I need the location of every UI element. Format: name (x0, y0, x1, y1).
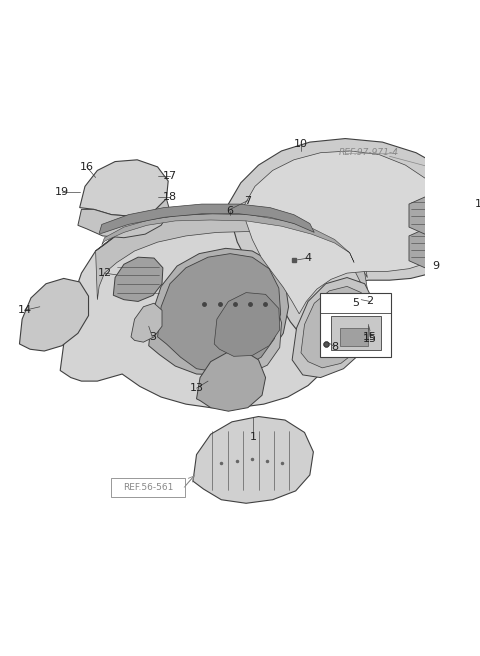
Polygon shape (131, 303, 162, 342)
FancyBboxPatch shape (331, 316, 381, 350)
Polygon shape (292, 277, 373, 378)
Polygon shape (60, 213, 365, 407)
Polygon shape (20, 278, 88, 351)
Polygon shape (214, 293, 280, 356)
Text: 2: 2 (366, 297, 373, 306)
Text: 11: 11 (475, 199, 480, 209)
Text: 13: 13 (190, 383, 204, 393)
Text: 17: 17 (163, 171, 177, 181)
Polygon shape (301, 287, 368, 368)
Text: 10: 10 (294, 139, 308, 149)
Polygon shape (409, 197, 446, 234)
Polygon shape (157, 254, 281, 372)
Polygon shape (457, 149, 480, 229)
Text: 19: 19 (55, 187, 69, 197)
FancyBboxPatch shape (321, 293, 391, 358)
Text: 16: 16 (80, 162, 94, 172)
Polygon shape (228, 138, 478, 335)
Text: 8: 8 (331, 342, 338, 352)
Text: 5: 5 (352, 298, 360, 308)
Polygon shape (193, 417, 313, 503)
Polygon shape (102, 214, 354, 262)
Text: 3: 3 (149, 332, 156, 342)
Polygon shape (113, 257, 163, 302)
Polygon shape (243, 151, 452, 314)
Polygon shape (149, 249, 288, 375)
Text: 15: 15 (363, 334, 377, 344)
Polygon shape (99, 204, 314, 234)
FancyBboxPatch shape (340, 328, 368, 346)
Text: 4: 4 (304, 253, 312, 263)
Text: REF.97-971-4: REF.97-971-4 (338, 148, 398, 157)
Text: 15: 15 (363, 332, 377, 342)
Text: 1: 1 (250, 432, 257, 442)
Text: REF.56-561: REF.56-561 (123, 483, 173, 492)
Polygon shape (450, 165, 480, 254)
Text: 18: 18 (163, 192, 177, 202)
Polygon shape (80, 160, 168, 216)
Text: 6: 6 (227, 206, 234, 216)
Polygon shape (96, 212, 367, 277)
Text: 14: 14 (18, 305, 32, 316)
Polygon shape (184, 284, 281, 376)
Text: 7: 7 (244, 195, 252, 205)
FancyBboxPatch shape (111, 478, 185, 497)
Text: 12: 12 (97, 268, 111, 278)
Polygon shape (78, 199, 170, 237)
Polygon shape (409, 229, 447, 268)
Polygon shape (96, 213, 367, 300)
Polygon shape (196, 351, 265, 411)
Text: 9: 9 (432, 261, 439, 271)
